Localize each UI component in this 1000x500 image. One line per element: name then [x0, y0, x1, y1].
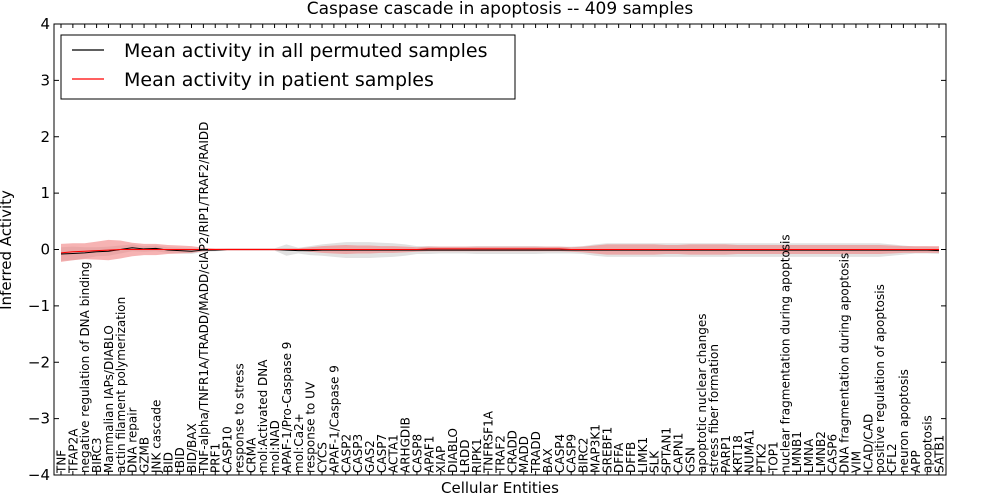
- y-axis-label: Inferred Activity: [0, 190, 15, 310]
- x-tick-label: CASP6: [826, 434, 840, 473]
- x-tick-label: SLK: [648, 450, 662, 473]
- y-tick-label: 2: [40, 128, 50, 146]
- x-tick-label: tBID: [173, 447, 187, 473]
- chart-title: Caspase cascade in apoptosis -- 409 samp…: [307, 0, 694, 19]
- x-tick-label: ACTA1: [387, 434, 401, 473]
- x-tick-label: DNA repair: [126, 407, 140, 473]
- y-tick-label: −2: [28, 353, 50, 371]
- x-tick-label: BID: [161, 452, 175, 473]
- x-tick-label: SATB1: [933, 435, 947, 473]
- x-tick-label: BIRC2: [577, 437, 591, 473]
- x-tick-label: CASP9: [565, 434, 579, 473]
- x-tick-label: APP: [909, 450, 923, 473]
- x-tick-label: apoptotic nuclear changes: [695, 314, 709, 473]
- x-tick-label: KRT18: [731, 435, 745, 473]
- x-tick-label: negative regulation of DNA binding: [78, 262, 92, 473]
- x-tick-label: response to stress: [232, 363, 246, 473]
- x-tick-label: DNA fragmentation during apoptosis: [838, 253, 852, 473]
- x-tick-label: MADD: [517, 436, 531, 473]
- x-tick-label: CYCS: [316, 442, 330, 473]
- x-tick-label: TNF: [55, 450, 69, 474]
- x-tick-label: LRDD: [458, 439, 472, 473]
- x-tick-label: JNK cascade: [149, 400, 163, 474]
- x-tick-label: SPTAN1: [660, 427, 674, 473]
- x-tick-label: MAP3K1: [588, 424, 602, 473]
- x-tick-label: TFAP2A: [66, 428, 80, 474]
- y-tick-label: −3: [28, 410, 50, 428]
- x-tick-label: GSN: [683, 447, 697, 473]
- series-line-patient: [60, 248, 939, 254]
- y-tick-label: −4: [28, 466, 50, 484]
- x-tick-label: TNF-alpha/TNFR1A/TRADD/MADD/cIAP2/RIP1/T…: [197, 122, 211, 474]
- x-tick-label: ARHGDIB: [399, 417, 413, 473]
- x-tick-label: Mammalian IAPs/DIABLO: [102, 325, 116, 473]
- x-tick-label: TNFRSF1A: [482, 410, 496, 474]
- y-tick-label: 3: [40, 71, 50, 89]
- x-tick-label: positive regulation of apoptosis: [873, 284, 887, 473]
- x-tick-label: TOP1: [766, 441, 780, 474]
- spread-band-patient: [61, 239, 939, 262]
- x-tick-label: CASP4: [553, 434, 567, 473]
- x-tick-label: actin filament polymerization: [114, 297, 128, 473]
- x-tick-label: PTK2: [755, 443, 769, 473]
- legend-box: [60, 34, 516, 100]
- x-tick-label: mol:Activated DNA: [256, 359, 270, 473]
- x-tick-label: mol:Ca2+: [292, 413, 306, 473]
- x-tick-label: CAPN1: [671, 433, 685, 473]
- x-tick-label: stress fiber formation: [707, 344, 721, 473]
- series-line-permuted: [60, 247, 940, 255]
- x-tick-label: CASP7: [375, 434, 389, 473]
- y-tick-label: 0: [40, 241, 50, 259]
- x-tick-label: response to UV: [304, 381, 318, 473]
- x-tick-label: neuron apoptosis: [897, 369, 911, 473]
- x-tick-label: CRADD: [505, 430, 519, 473]
- x-tick-label: PRF1: [209, 443, 223, 473]
- x-tick-label: DFFA: [612, 442, 626, 473]
- x-tick-label: nuclear fragmentation during apoptosis: [778, 234, 792, 473]
- x-tick-label: ICAD/CAD: [861, 414, 875, 473]
- x-tick-label: mol:NAD: [268, 420, 282, 473]
- x-tick-label: LMNB1: [790, 431, 804, 473]
- x-tick-label: BID/BAX: [185, 423, 199, 473]
- x-tick-label: apoptosis: [921, 415, 935, 473]
- x-tick-label: TRAF2: [494, 435, 508, 474]
- x-tick-label: CFL2: [885, 443, 899, 473]
- x-tick-label: CRMA: [244, 437, 258, 473]
- x-tick-label: APAF1: [422, 436, 436, 473]
- x-tick-label: CASP8: [410, 434, 424, 473]
- x-tick-label: TRADD: [529, 431, 543, 474]
- y-tick-label: 1: [40, 184, 50, 202]
- legend: Mean activity in all permuted samples Me…: [60, 34, 516, 100]
- x-tick-label: NUMA1: [743, 429, 757, 473]
- x-tick-label: DIABLO: [446, 428, 460, 473]
- x-axis-label: Cellular Entities: [441, 479, 559, 497]
- x-tick-label: BIRC3: [90, 437, 104, 473]
- x-tick-label: GZMB: [138, 437, 152, 473]
- x-tick-label: APAF-1/Pro-Caspase 9: [280, 342, 294, 473]
- legend-label-permuted: Mean activity in all permuted samples: [124, 40, 487, 62]
- x-tick-label: XIAP: [434, 446, 448, 473]
- y-axis: 4 3 2 1 0 −1 −2 −3 −4: [28, 15, 946, 484]
- x-tick-label: LMNA: [802, 438, 816, 473]
- legend-label-patient: Mean activity in patient samples: [124, 69, 434, 91]
- x-tick-label: CASP10: [221, 426, 235, 473]
- plot-area: [60, 239, 940, 262]
- x-tick-label: VIM: [849, 451, 863, 473]
- x-tick-label: LIMK1: [636, 437, 650, 473]
- x-tick-label: DFFB: [624, 442, 638, 473]
- x-tick-label: RIPK1: [470, 438, 484, 473]
- x-tick-label: APAF-1/Caspase 9: [327, 365, 341, 473]
- x-tick-label: CASP3: [351, 434, 365, 473]
- x-tick-label: BAX: [541, 448, 555, 473]
- x-tick-label: LMNB2: [814, 431, 828, 473]
- x-tick-label: PARP1: [719, 435, 733, 473]
- x-tick-label: GAS2: [363, 440, 377, 473]
- x-tick-label: CASP2: [339, 434, 353, 473]
- y-tick-label: 4: [40, 15, 50, 33]
- x-tick-label: SREBF1: [600, 427, 614, 473]
- y-tick-label: −1: [28, 297, 50, 315]
